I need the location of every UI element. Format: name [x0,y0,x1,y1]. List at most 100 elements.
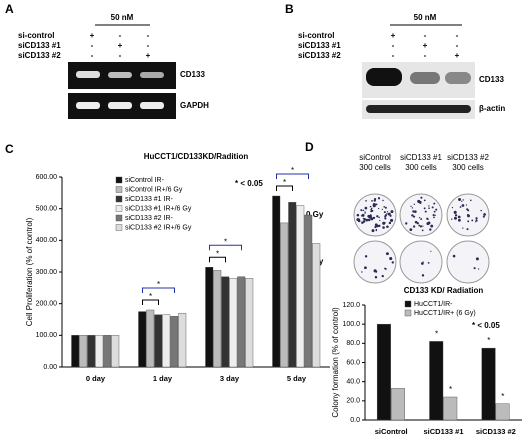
colony [451,207,454,209]
bar [390,388,405,421]
y-tick-label: 80.0 [346,340,360,347]
colony [423,199,426,202]
significance-bracket [142,287,175,293]
colony [473,267,476,270]
colony [383,205,386,208]
legend-label: siControl IR- [125,177,165,184]
colony [466,214,470,217]
bar [154,314,163,368]
bar [304,214,313,368]
colony [385,268,387,270]
colony [426,222,430,226]
colony [461,204,465,207]
colony [427,261,430,264]
significance-mark: * [283,178,286,187]
colony [389,257,393,261]
legend-swatch [115,176,123,184]
colony [372,203,376,207]
bar [376,323,391,421]
concentration: 50 nM [414,13,437,22]
x-tick-label: siCD133 #2 [476,427,516,436]
y-tick-label: 60.0 [346,359,360,366]
column-header: 300 cells [405,163,437,172]
bar [429,341,444,421]
colony [361,271,363,273]
panel-label: A [5,2,14,16]
y-tick-label: 0.00 [43,364,57,371]
colony [378,216,380,219]
chart-title: CD133 KD/ Radiation [404,286,484,295]
row-label: 0 Gy [306,210,324,219]
column-header: siCD133 #1 [400,153,442,162]
legend-swatch [115,195,123,203]
colony [427,218,429,220]
colony [364,212,366,214]
colony [370,210,373,213]
colony [412,225,416,228]
significance-bracket [209,244,242,251]
colony [360,209,363,212]
colony [451,218,453,220]
colony [364,266,367,270]
colony [421,274,425,277]
condition-sign: + [118,41,123,50]
condition-sign: - [147,41,150,50]
colony [462,199,464,201]
colony [372,216,376,220]
plate [353,193,397,237]
colony [422,225,424,227]
plate [399,240,443,284]
legend-swatch [404,309,412,317]
colony [454,214,458,217]
colony [386,213,388,215]
legend-label: siCD133 #2 IR- [125,215,174,222]
annotation: * < 0.05 [472,321,500,330]
colony [378,224,381,227]
colony [429,228,432,231]
y-tick-label: 600.00 [36,174,58,181]
colony [373,197,377,201]
bar [229,278,238,368]
condition-sign: - [392,51,395,60]
colony [384,214,387,217]
colony [370,207,373,210]
y-tick-label: 200.00 [36,301,58,308]
condition-label: si-control [298,31,334,40]
colony [374,223,378,227]
panel-label: C [5,142,14,156]
colony [386,211,389,213]
colony [361,213,365,217]
bar [288,202,297,368]
colony [356,213,360,217]
colony [364,211,366,213]
column-header: 300 cells [452,163,484,172]
colony [383,221,386,224]
colony [405,222,408,225]
y-tick-label: 100.0 [342,321,360,328]
colony [386,225,389,228]
annotation: * < 0.05 [235,179,263,188]
colony [377,207,380,210]
colony [382,199,384,202]
legend-swatch [404,300,412,308]
bar [138,311,147,368]
colony [467,220,470,223]
colony [430,224,434,228]
y-axis-label: Cell Proliferation (% of control) [25,217,34,326]
bar [111,335,120,368]
condition-label: siCD133 #1 [18,41,61,50]
colony [377,197,381,200]
colony [418,216,421,219]
colony [384,217,387,220]
condition-sign: - [424,51,427,60]
column-header: siControl [359,153,391,162]
colony [375,229,378,232]
legend-label: siCD133 #1 IR- [125,196,174,203]
colony [412,210,415,213]
bar [162,314,171,368]
condition-sign: - [147,31,150,40]
condition-sign: - [424,31,427,40]
colony [379,219,381,222]
colony [382,226,385,229]
band-label: CD133 [180,70,205,79]
